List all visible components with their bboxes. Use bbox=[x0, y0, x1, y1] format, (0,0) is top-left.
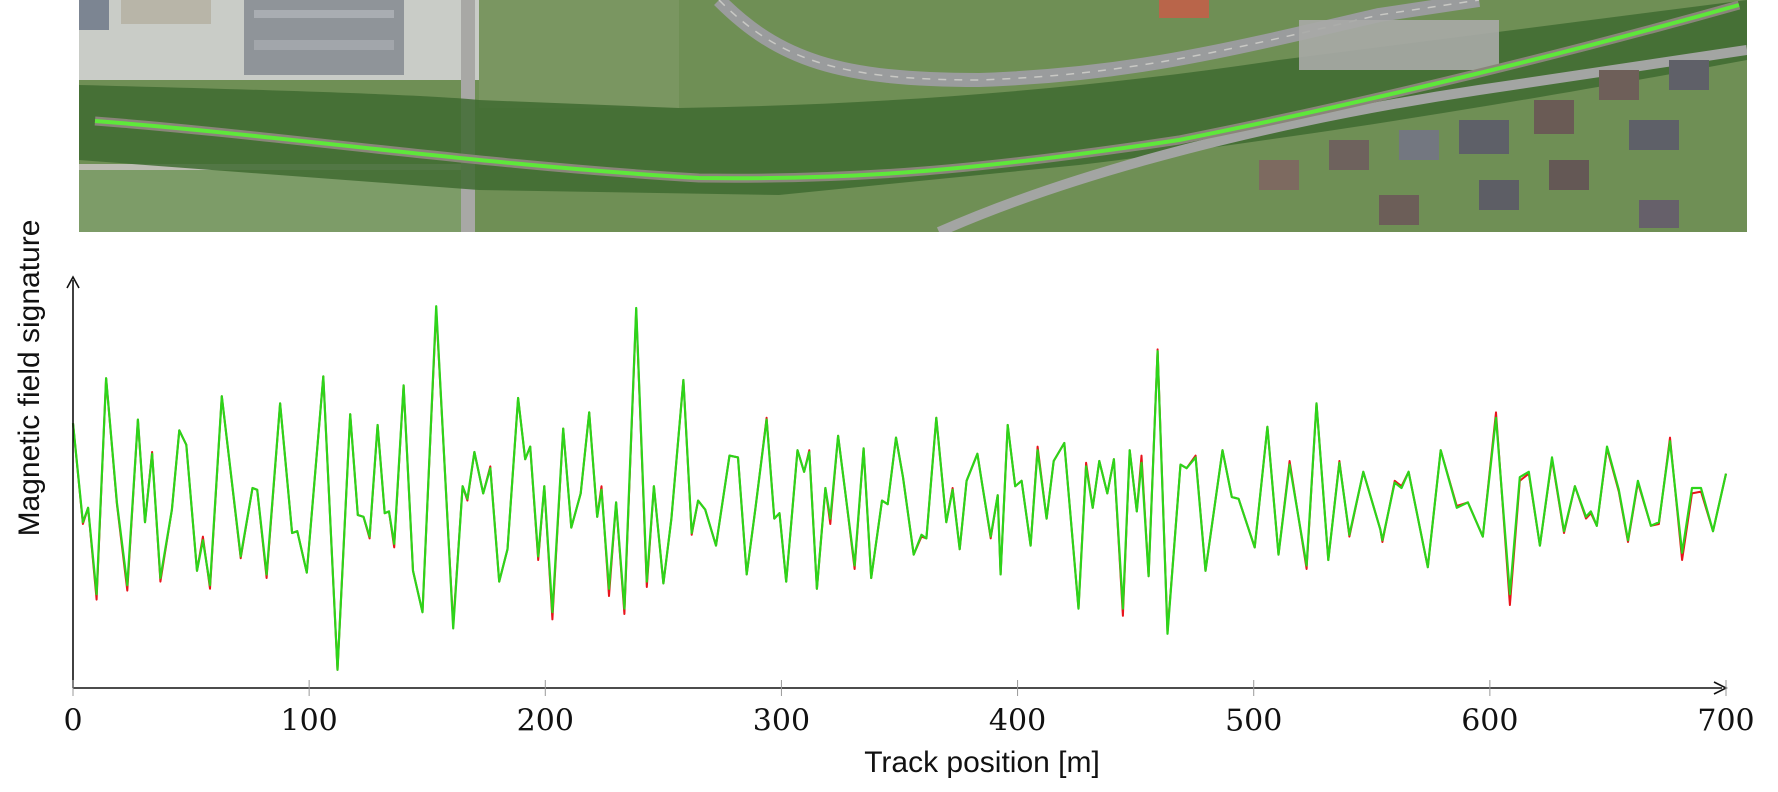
x-tick-label: 0 bbox=[63, 703, 83, 739]
reference-signal-line bbox=[71, 305, 1728, 671]
parking-lot bbox=[1299, 20, 1499, 70]
aerial-map-illustration bbox=[79, 0, 1747, 232]
measured-signal-line bbox=[72, 308, 1727, 671]
signal-series bbox=[71, 305, 1728, 671]
x-tick-label: 700 bbox=[1697, 703, 1755, 739]
x-axis-label: Track position [m] bbox=[864, 746, 1100, 779]
x-tick-label: 300 bbox=[752, 703, 811, 739]
y-axis-arrow-icon bbox=[66, 275, 80, 289]
highlighted-track-route bbox=[94, 3, 1740, 181]
x-axis-ticks bbox=[72, 680, 1727, 696]
crop-field-north bbox=[479, 0, 679, 108]
x-tick-label: 400 bbox=[988, 703, 1047, 739]
aerial-track-image bbox=[79, 0, 1747, 232]
residential-houses bbox=[1159, 0, 1709, 228]
x-tick-label: 500 bbox=[1225, 703, 1283, 739]
y-axis-label: Magnetic field signature bbox=[13, 219, 46, 537]
x-tick-label: 600 bbox=[1461, 703, 1519, 739]
x-tick-label: 100 bbox=[280, 703, 338, 739]
x-tick-label: 200 bbox=[516, 703, 574, 739]
